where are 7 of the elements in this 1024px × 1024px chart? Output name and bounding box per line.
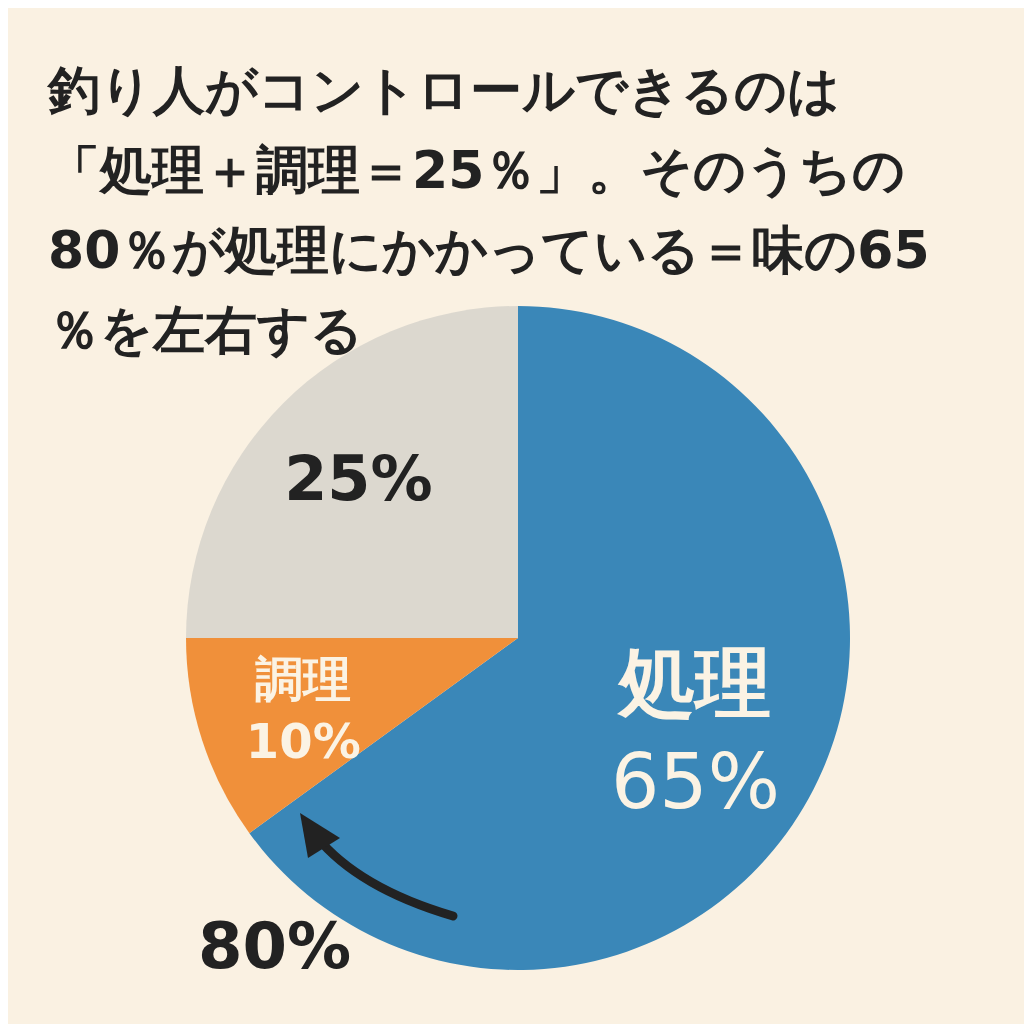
data-label: 25% xyxy=(284,442,433,516)
chart-title: 釣り人がコントロールできるのは「処理＋調理＝25％」。そのうちの80％が処理にかかっている＝味の65％を左右する xyxy=(46,60,930,360)
slice-label: 調理 xyxy=(255,650,352,707)
slice-label: 処理 xyxy=(617,638,772,728)
data-label: 10% xyxy=(245,713,361,770)
data-label: 65% xyxy=(611,737,780,827)
text: 80% xyxy=(198,909,352,983)
